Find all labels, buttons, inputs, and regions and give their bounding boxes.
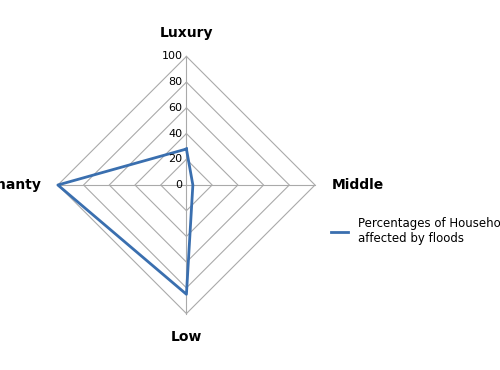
Text: Middle: Middle — [332, 178, 384, 192]
Text: Low: Low — [170, 330, 202, 344]
Legend: Percentages of Households
affected by floods: Percentages of Households affected by fl… — [326, 212, 500, 250]
Text: 80: 80 — [168, 77, 182, 87]
Text: Luxury: Luxury — [160, 26, 213, 40]
Text: 0: 0 — [176, 180, 182, 190]
Text: 40: 40 — [168, 128, 182, 139]
Text: 20: 20 — [168, 154, 182, 164]
Text: Shanty: Shanty — [0, 178, 41, 192]
Text: 60: 60 — [168, 103, 182, 113]
Text: 100: 100 — [162, 51, 182, 61]
